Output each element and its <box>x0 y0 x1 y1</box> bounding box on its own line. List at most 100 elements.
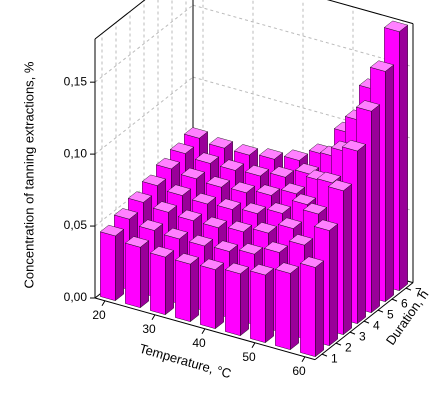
z-axis-title: Concentration of tanning extractions, % <box>21 61 36 288</box>
grid-line <box>94 76 194 155</box>
bar-top <box>341 140 367 152</box>
y-tick-label: 1 <box>331 351 338 365</box>
bar-top <box>252 222 278 234</box>
box-edge <box>326 0 414 25</box>
bar-top <box>255 184 281 196</box>
y-tick <box>321 353 328 357</box>
x-tick-label: 20 <box>92 308 106 322</box>
bar-top <box>369 60 395 72</box>
bar-front <box>100 231 116 301</box>
bar-side <box>343 183 352 336</box>
x-tick-label: 30 <box>142 322 156 336</box>
z-tick-label: 0,15 <box>64 74 88 88</box>
bar-top <box>313 219 339 231</box>
bar-side <box>115 228 124 302</box>
bar <box>274 262 300 351</box>
z-tick-label: 0,05 <box>64 218 88 232</box>
bar-top <box>138 219 164 231</box>
bar-side <box>190 257 199 323</box>
x-tick-label: 40 <box>192 336 206 350</box>
bar-top <box>202 216 228 228</box>
bar-side <box>329 223 338 347</box>
bar-top <box>224 262 250 275</box>
bar-top <box>216 198 242 210</box>
y-tick <box>363 320 370 324</box>
x-tick-label: 50 <box>242 350 256 364</box>
x-tick <box>101 300 106 307</box>
x-tick-label: 60 <box>292 364 306 378</box>
bar <box>149 246 175 316</box>
bar <box>124 236 150 309</box>
bar-top <box>238 243 264 255</box>
bar-side <box>357 144 366 325</box>
bar-side <box>265 268 274 344</box>
x-tick <box>251 342 256 349</box>
y-tick-label: 3 <box>359 329 366 343</box>
bar-top <box>99 224 125 237</box>
bar-top <box>283 149 309 161</box>
bar <box>99 224 125 302</box>
bar-side <box>140 240 149 309</box>
x-tick <box>151 314 156 321</box>
bar-top <box>191 192 217 205</box>
z-tick-label: 0,10 <box>64 146 88 160</box>
y-tick <box>335 342 342 346</box>
bar-top <box>213 240 239 252</box>
bar-front <box>175 259 191 322</box>
bar-top <box>274 262 300 274</box>
y-tick <box>349 331 356 335</box>
bar-top <box>233 144 259 156</box>
bar-top <box>194 152 220 164</box>
bar <box>199 258 225 330</box>
bar-front <box>275 268 291 350</box>
bar <box>249 264 275 344</box>
bar-top <box>152 201 178 213</box>
z-tick-label: 0,00 <box>64 290 88 304</box>
x-tick <box>301 356 306 363</box>
bar-top <box>244 165 270 177</box>
bar-top <box>180 167 206 180</box>
bar-side <box>165 250 174 316</box>
grid-line <box>192 4 414 68</box>
bar-side <box>290 266 299 351</box>
bar-top <box>113 208 139 220</box>
y-tick <box>405 287 412 291</box>
grid-line <box>192 76 414 140</box>
bar-top <box>288 234 314 246</box>
bar-top <box>177 209 203 221</box>
bar-top <box>174 253 200 265</box>
grid-line <box>94 4 194 83</box>
bar-top <box>163 227 189 240</box>
bar-top <box>155 157 181 170</box>
bar-top <box>227 220 253 233</box>
bar-top <box>127 191 153 203</box>
bar-front <box>225 269 241 336</box>
bar-top <box>327 179 353 192</box>
bar-side <box>240 266 249 337</box>
bar-top <box>188 234 214 247</box>
bar-top <box>277 217 303 229</box>
bar-top <box>280 182 306 195</box>
bar-top <box>302 203 328 215</box>
y-tick-label: 5 <box>387 307 394 321</box>
bar-side <box>215 262 224 330</box>
bar-top <box>266 202 292 214</box>
bar-top <box>249 264 275 276</box>
bar-top <box>183 127 209 139</box>
bar-top <box>199 258 225 270</box>
bar-front <box>250 270 266 343</box>
bar-front <box>150 252 166 315</box>
bar-top <box>241 202 267 214</box>
bar-front <box>300 263 316 357</box>
y-tick <box>377 309 384 313</box>
bar-side <box>399 24 408 292</box>
bar-top <box>258 148 284 160</box>
bar-top <box>291 193 317 205</box>
bar-top <box>230 181 256 194</box>
bar-top <box>166 184 192 196</box>
bar-top <box>299 256 325 268</box>
bar-side <box>385 64 394 303</box>
bar-top <box>263 241 289 253</box>
bar-front <box>125 242 141 308</box>
